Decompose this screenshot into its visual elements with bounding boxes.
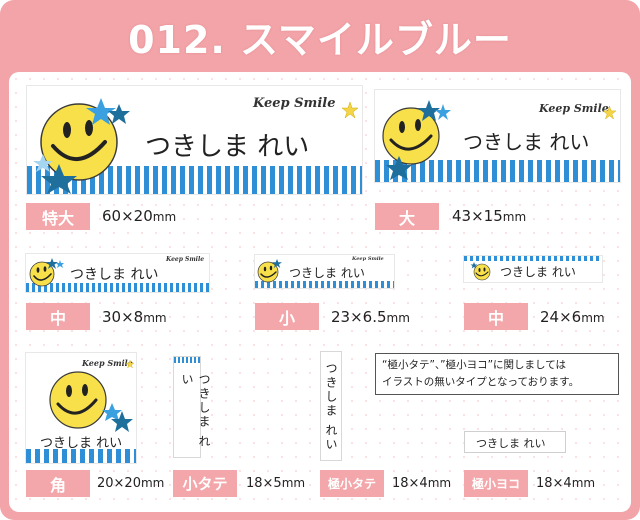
size-tag: 特大 <box>26 203 90 230</box>
stripe-band <box>375 160 620 182</box>
size-value: 30×8mm <box>102 308 167 326</box>
small-yellow-star-icon <box>603 106 616 119</box>
size-tag: 中 <box>464 303 528 330</box>
small-yellow-star-icon <box>342 102 358 118</box>
size-value: 23×6.5mm <box>331 308 410 326</box>
size-tag: 大 <box>375 203 439 230</box>
smiley-face-icon <box>49 371 133 432</box>
smiley-face-icon <box>382 100 451 180</box>
name-text: つきしま れい <box>145 132 310 162</box>
label-chu-24x6: つきしま れい <box>464 256 602 282</box>
brand-text: Keep Smile <box>352 256 384 262</box>
stripe-band <box>464 256 602 261</box>
brand-text: Keep Smile <box>253 96 336 111</box>
size-tag: 小タテ <box>173 470 237 497</box>
stripe-band <box>174 357 200 363</box>
label-gokusho-yoko: つきしま れい <box>465 432 565 452</box>
size-tag: 角 <box>26 470 90 497</box>
page-title: 012. スマイルブルー <box>128 17 512 62</box>
name-text: つきしま れい <box>289 266 365 280</box>
label-gokusho-tate: つきしま れい <box>321 352 341 460</box>
small-yellow-star-icon <box>126 360 134 368</box>
name-text: つきしま れい <box>180 373 211 449</box>
size-value: 60×20mm <box>102 207 177 225</box>
name-text: つきしま れい <box>40 436 123 451</box>
stripe-band <box>26 283 209 292</box>
size-tag: 極小タテ <box>320 470 384 497</box>
name-text: つきしま れい <box>500 265 576 279</box>
name-text: つきしま れい <box>463 130 590 154</box>
brand-text: Keep Smile <box>539 102 609 115</box>
smiley-face-icon <box>470 262 491 281</box>
label-kaku: Keep Smile つきしま れい <box>26 353 136 463</box>
size-value: 24×6mm <box>540 308 605 326</box>
size-value: 18×4mm <box>392 476 452 491</box>
size-tag: 中 <box>26 303 90 330</box>
size-tag: 極小ヨコ <box>464 470 528 497</box>
label-tokudai: Keep Smile つきしま れい <box>27 86 362 194</box>
content-panel: Keep Smile つきしま れい Keep Smile つきしま れ <box>9 72 631 512</box>
note-line: “極小タテ”、”極小ヨコ”に関しましては <box>382 359 566 371</box>
name-text: つきしま れい <box>324 362 338 452</box>
label-chu-30x8: Keep Smile つきしま れい <box>26 254 209 292</box>
label-sho-tate: つきしま れい <box>174 357 211 457</box>
brand-text: Keep Smile <box>82 358 133 368</box>
note-box: “極小タテ”、”極小ヨコ”に関しましては イラストの無いタイプとなっております。 <box>375 353 619 395</box>
label-dai: Keep Smile つきしま れい <box>375 90 620 182</box>
name-text: つきしま れい <box>476 437 546 450</box>
size-value: 18×4mm <box>536 476 596 491</box>
size-value: 18×5mm <box>246 476 306 491</box>
title-bar: 012. スマイルブルー <box>0 0 640 72</box>
smiley-face-icon <box>257 259 282 283</box>
brand-text: Keep Smile <box>166 256 205 263</box>
size-tag: 小 <box>255 303 319 330</box>
smiley-face-icon <box>33 98 130 194</box>
label-sho-23x6-5: Keep Smile つきしま れい <box>255 255 394 288</box>
size-value: 43×15mm <box>452 207 527 225</box>
stripe-band <box>26 449 136 463</box>
size-value: 20×20mm <box>97 476 165 491</box>
stripe-band <box>255 281 394 288</box>
smiley-face-icon <box>29 258 64 287</box>
name-text: つきしま れい <box>70 267 159 283</box>
note-line: イラストの無いタイプとなっております。 <box>382 376 580 388</box>
